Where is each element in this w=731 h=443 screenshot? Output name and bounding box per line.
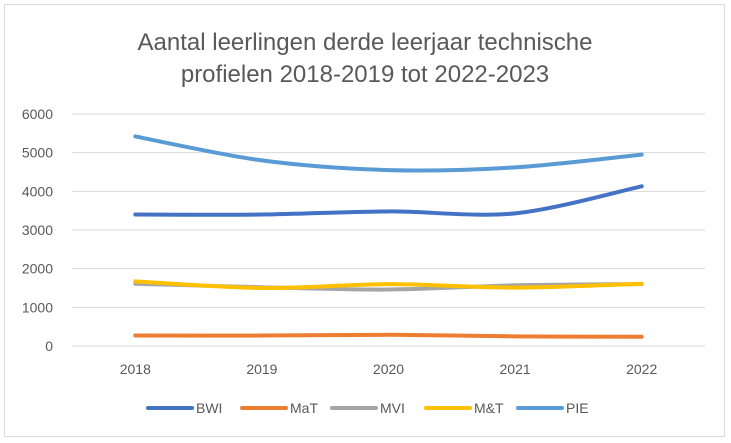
legend-label: MaT xyxy=(290,400,318,416)
legend-label: M&T xyxy=(474,400,504,416)
y-tick-label: 0 xyxy=(45,338,53,354)
x-tick-label: 2020 xyxy=(373,361,404,377)
chart-frame xyxy=(4,4,725,437)
x-axis-ticks: 2018 2019 2020 2021 2022 xyxy=(120,361,658,377)
y-tick-label: 2000 xyxy=(22,261,53,277)
x-tick-label: 2021 xyxy=(500,361,531,377)
y-tick-label: 5000 xyxy=(22,145,53,161)
legend-label: PIE xyxy=(566,400,589,416)
series-line-m-t xyxy=(133,279,644,291)
y-tick-label: 4000 xyxy=(22,183,53,199)
series-lines xyxy=(133,134,644,339)
gridlines xyxy=(72,113,705,347)
y-tick-label: 3000 xyxy=(22,222,53,238)
y-tick-label: 6000 xyxy=(22,106,53,122)
series-line-pie xyxy=(133,134,644,173)
legend-label: MVI xyxy=(380,400,405,416)
y-tick-label: 1000 xyxy=(22,299,53,315)
y-axis-ticks: 0 1000 2000 3000 4000 5000 6000 xyxy=(22,106,53,354)
chart-title: Aantal leerlingen derde leerjaar technis… xyxy=(138,29,593,88)
x-tick-label: 2019 xyxy=(246,361,277,377)
chart-title-line-1: Aantal leerlingen derde leerjaar technis… xyxy=(138,29,593,56)
series-line-bwi xyxy=(133,184,644,217)
legend-label: BWI xyxy=(196,400,222,416)
chart-title-line-2: profielen 2018-2019 tot 2022-2023 xyxy=(181,61,549,88)
x-tick-label: 2022 xyxy=(626,361,657,377)
legend: BWI MaT MVI M&T PIE xyxy=(146,400,589,416)
series-line-mat xyxy=(133,332,644,339)
x-tick-label: 2018 xyxy=(120,361,151,377)
